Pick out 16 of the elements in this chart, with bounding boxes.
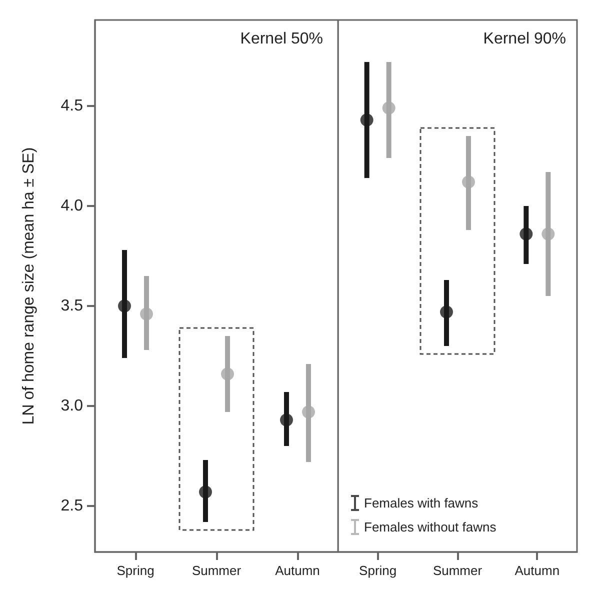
x-tick-label: Summer bbox=[432, 563, 483, 578]
text: Kernel 90% bbox=[483, 30, 566, 48]
legend-label: Females with fawns bbox=[364, 496, 479, 510]
x-tick-label: Summer bbox=[192, 563, 242, 578]
y-tick-label: 3.5 bbox=[60, 298, 84, 314]
x-tick-label: Autumn bbox=[275, 563, 320, 578]
y-axis-title: LN of home range size (mean ha ± SE) bbox=[20, 147, 38, 425]
y-tick-label: 3.0 bbox=[60, 398, 84, 414]
x-tick-label: Spring bbox=[359, 563, 397, 578]
y-tick-label: 4.5 bbox=[60, 98, 84, 114]
legend-label: Females without fawns bbox=[364, 520, 497, 534]
x-tick-label: Spring bbox=[116, 563, 154, 578]
x-tick-label: Autumn bbox=[514, 563, 560, 578]
y-tick-label: 2.5 bbox=[60, 498, 84, 514]
y-tick-label: 4.0 bbox=[60, 198, 84, 214]
text: Kernel 50% bbox=[240, 30, 323, 48]
